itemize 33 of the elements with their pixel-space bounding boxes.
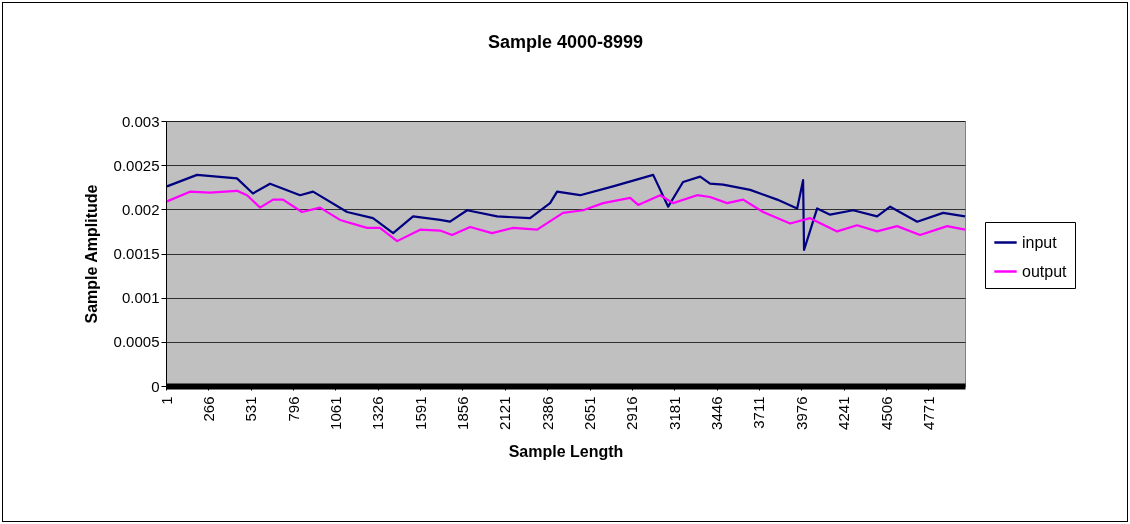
x-tick-label: 796 [284,396,302,422]
x-tick-label: 4506 [877,396,895,430]
x-tick-label: 2121 [496,396,514,430]
line-series [165,189,967,243]
x-tick-label: 266 [199,396,217,422]
x-tick-label: 531 [242,396,260,422]
x-tick-label: 3181 [665,396,683,430]
x-tick-label: 2916 [623,396,641,430]
x-tick-label: 1591 [411,396,429,430]
y-tick-label: 0.001 [121,289,160,307]
x-tick-label: 3711 [750,396,768,429]
x-tick-label: 2386 [538,396,556,430]
y-tick-label: 0.0005 [113,333,160,351]
x-tick-label: 4241 [835,396,853,430]
x-tick-label: 1326 [369,396,387,430]
x-tick-label: 4771 [919,396,937,430]
x-axis-title: Sample Length [508,442,624,460]
y-tick-label: 0 [151,377,160,395]
x-tick-label: 1061 [326,396,344,430]
x-tick-label: 1856 [453,396,471,430]
y-tick-label: 0.0025 [113,156,160,174]
y-tick-label: 0.0015 [113,245,160,262]
x-tick-label: 3446 [708,396,726,430]
legend-label: output [1022,262,1068,280]
y-tick-label: 0.002 [121,200,160,218]
x-tick-label: 2651 [581,396,599,430]
legend-label: input [1022,233,1058,251]
y-axis-title: Sample Amplitude [82,184,100,324]
line-series [165,173,967,252]
x-tick-label: 3976 [792,396,810,430]
x-tick-label: 1 [157,396,175,405]
chart-title: Sample 4000-8999 [487,32,644,52]
y-tick-label: 0.003 [121,112,160,130]
